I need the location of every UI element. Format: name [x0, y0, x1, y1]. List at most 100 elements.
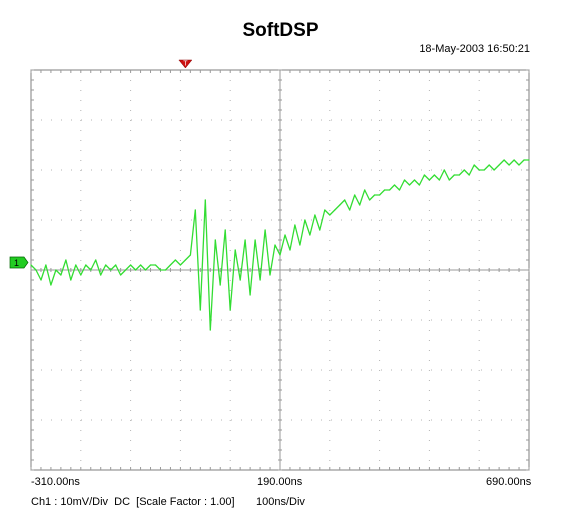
trace-point: [70, 279, 72, 281]
trace-point: [309, 234, 311, 236]
trace-point: [154, 264, 157, 266]
trace-point: [80, 274, 82, 276]
trace-point: [314, 214, 316, 216]
trace-point: [379, 194, 381, 196]
trace-point: [284, 234, 286, 236]
trace-point: [174, 259, 176, 261]
trace-point: [294, 224, 296, 226]
trace-point: [60, 274, 62, 276]
trace-point: [513, 159, 515, 161]
trace-point: [45, 264, 47, 266]
trace-point: [418, 184, 420, 186]
trace-point: [135, 269, 137, 271]
trace-point: [413, 179, 416, 181]
trace-point: [498, 164, 500, 166]
trace-point: [488, 164, 490, 166]
trace-point: [349, 209, 351, 211]
trace-point: [85, 264, 87, 266]
trace-point: [95, 259, 97, 261]
trace-point: [468, 174, 470, 176]
trace-point: [289, 249, 291, 251]
trace-point: [179, 264, 181, 266]
trace-point: [249, 294, 251, 296]
trace-point: [140, 264, 142, 266]
trace-point: [169, 264, 171, 266]
trace-point: [448, 179, 450, 181]
trace-point: [354, 194, 356, 196]
trace-point: [50, 284, 52, 286]
chart-title: SoftDSP: [242, 20, 319, 41]
trace-point: [184, 259, 186, 261]
trace-point: [503, 159, 505, 161]
timebase: 100ns/Div: [256, 496, 305, 508]
trace-point: [438, 179, 440, 181]
trace-point: [334, 209, 336, 211]
trace-point: [110, 269, 112, 271]
x-tick-label-left: -310.00ns: [31, 476, 80, 488]
trace-point: [189, 254, 191, 256]
channel-marker[interactable]: 1: [9, 256, 29, 269]
trace-point: [299, 244, 301, 246]
trace-point: [364, 189, 366, 191]
trace-point: [428, 179, 430, 181]
trace-point: [159, 269, 162, 271]
trace-point: [483, 169, 485, 171]
trace-point: [319, 229, 321, 231]
trace-point: [259, 279, 261, 281]
trace-point: [324, 209, 326, 211]
x-tick-label-right: 690.00ns: [486, 476, 532, 488]
trace-point: [204, 199, 206, 201]
trace-point: [40, 279, 42, 281]
trace-point: [463, 169, 465, 171]
trace-point: [518, 164, 520, 166]
trace-point: [209, 329, 211, 331]
trace-point: [239, 279, 241, 281]
trace-point: [279, 254, 281, 256]
trace-point: [130, 264, 132, 266]
trace-point: [458, 174, 460, 176]
trace-point: [523, 159, 525, 161]
trace-point: [398, 189, 401, 191]
trace-point: [369, 199, 371, 201]
timestamp: 18-May-2003 16:50:21: [419, 43, 530, 55]
trace-point: [65, 259, 67, 261]
trigger-marker[interactable]: T: [178, 59, 193, 69]
trace-point: [274, 244, 276, 246]
trace-point: [214, 239, 216, 241]
trace-point: [389, 189, 391, 191]
trace-point: [473, 164, 475, 166]
trace-point: [528, 159, 530, 161]
x-tick-label-center: 190.00ns: [257, 476, 303, 488]
trace-point: [199, 309, 201, 311]
trace-point: [393, 184, 396, 186]
trace-point: [304, 219, 306, 221]
trace-point: [90, 269, 92, 271]
trace-point: [453, 174, 455, 176]
trace-point: [493, 169, 495, 171]
trace-point: [149, 264, 152, 266]
trigger-glyph: T: [183, 61, 188, 68]
trace-point: [344, 199, 346, 201]
trace-layer: [30, 159, 530, 331]
trace-point: [384, 189, 386, 191]
trace-point: [224, 229, 226, 231]
trace-point: [115, 264, 117, 266]
trace-point: [55, 269, 57, 271]
trace-point: [423, 174, 425, 176]
trace-point: [194, 209, 196, 211]
trace-point: [359, 204, 361, 206]
trace-point: [264, 229, 266, 231]
trace-point: [374, 194, 376, 196]
trace-point: [144, 269, 147, 271]
channel-info: Ch1 : 10mV/Div DC [Scale Factor : 1.00]: [31, 496, 235, 508]
trace-point: [229, 309, 231, 311]
trace-point: [244, 239, 246, 241]
trace-point: [403, 179, 406, 181]
trace-point: [75, 264, 77, 266]
grid: [30, 69, 530, 471]
trace-point: [339, 204, 341, 206]
channel-marker-label: 1: [14, 258, 19, 268]
trace-point: [100, 274, 102, 276]
trace-point: [329, 214, 331, 216]
trace-point: [443, 169, 445, 171]
